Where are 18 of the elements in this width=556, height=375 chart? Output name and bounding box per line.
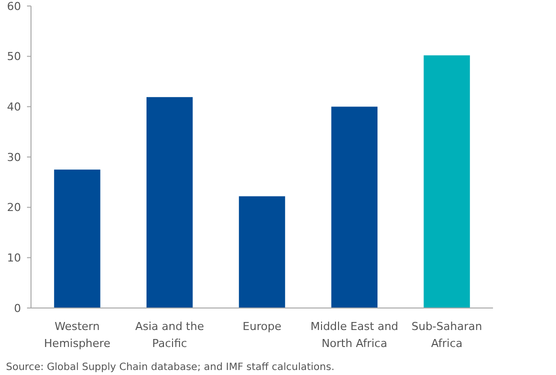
bar [331, 106, 378, 308]
bar [146, 97, 193, 308]
x-tick-label: Asia and the Pacific [135, 320, 204, 350]
y-tick-label: 50 [7, 50, 21, 64]
y-tick-label: 60 [7, 0, 21, 13]
x-tick-label: Europe [242, 320, 282, 333]
bar [424, 55, 470, 308]
y-tick-label: 40 [7, 100, 21, 114]
y-tick-label: 0 [14, 302, 21, 315]
bar [238, 196, 286, 308]
x-tick-label: Middle East and North Africa [310, 320, 398, 350]
source-note: Source: Global Supply Chain database; and IMF staff calculations. [6, 362, 334, 373]
y-tick-label: 30 [7, 150, 21, 164]
x-tick-label: Sub-Saharan Africa [412, 320, 482, 350]
bar [54, 170, 100, 308]
y-tick-label: 20 [7, 201, 21, 214]
x-tick-label: Western Hemisphere [44, 320, 111, 350]
y-tick-label: 10 [7, 252, 21, 265]
